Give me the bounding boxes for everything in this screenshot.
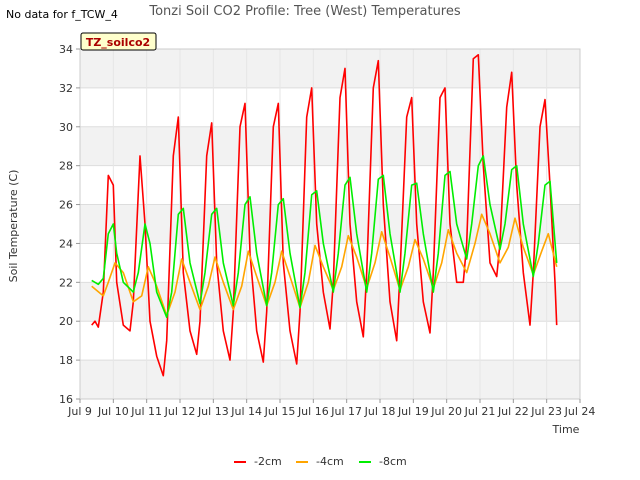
x-tick-label: Jul 17 [330, 405, 362, 418]
background-band [80, 360, 580, 399]
no-data-note: No data for f_TCW_4 [6, 8, 118, 21]
y-tick-label: 16 [59, 393, 73, 406]
x-tick-label: Jul 11 [130, 405, 162, 418]
y-tick-label: 30 [59, 121, 73, 134]
y-tick-label: 22 [59, 276, 73, 289]
badge: TZ_soilco2 [80, 32, 157, 51]
y-axis-label: Soil Temperature (C) [7, 170, 20, 283]
x-tick-label: Jul 16 [297, 405, 329, 418]
x-tick-label: Jul 21 [464, 405, 496, 418]
y-tick-label: 34 [59, 43, 73, 56]
x-tick-label: Jul 24 [564, 405, 596, 418]
y-tick-label: 24 [59, 237, 73, 250]
y-tick-label: 32 [59, 82, 73, 95]
chart-title: Tonzi Soil CO2 Profile: Tree (West) Temp… [148, 4, 461, 19]
series-line--2cm [91, 53, 558, 377]
y-tick-label: 28 [59, 160, 73, 173]
legend-label: -4cm [316, 455, 344, 468]
series-line--4cm [91, 213, 558, 317]
background-bands [80, 49, 580, 399]
y-tick-label: 26 [59, 199, 73, 212]
background-band [80, 126, 580, 166]
x-axis-label: Time [552, 423, 580, 436]
y-axis-ticks: 16 18 20 22 24 26 28 30 32 34 [59, 43, 80, 406]
x-tick-label: Jul 14 [230, 405, 262, 418]
x-tick-label: Jul 12 [164, 405, 196, 418]
x-tick-label: Jul 15 [264, 405, 296, 418]
x-tick-label: Jul 22 [497, 405, 529, 418]
plot-area [79, 48, 581, 400]
series-lines [91, 53, 558, 377]
background-band [80, 282, 580, 322]
y-tick-label: 18 [59, 354, 73, 367]
background-band [80, 49, 580, 88]
x-tick-label: Jul 23 [530, 405, 562, 418]
legend-label: -2cm [254, 455, 282, 468]
badge-box [80, 32, 157, 51]
series-line--8cm [91, 155, 558, 319]
y-tick-label: 20 [59, 315, 73, 328]
x-tick-label: Jul 19 [397, 405, 429, 418]
x-tick-label: Jul 10 [97, 405, 129, 418]
x-tick-label: Jul 9 [67, 405, 92, 418]
x-tick-label: Jul 13 [197, 405, 229, 418]
x-tick-label: Jul 18 [364, 405, 396, 418]
x-tick-label: Jul 20 [430, 405, 462, 418]
x-axis-ticks: Jul 9 Jul 10 Jul 11 Jul 12 Jul 13 Jul 14 Jul 1… [67, 399, 595, 418]
legend-label: -8cm [379, 455, 407, 468]
badge-label: TZ_soilco2 [86, 36, 150, 49]
legend: -2cm -4cm -8cm [234, 455, 407, 468]
